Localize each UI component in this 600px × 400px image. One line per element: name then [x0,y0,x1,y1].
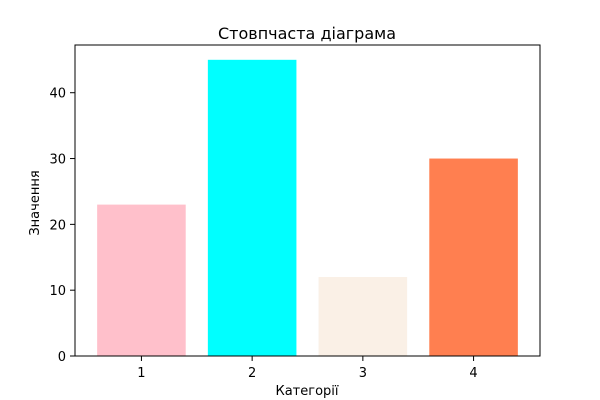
x-tick-label: 1 [137,366,145,381]
x-tick-label: 3 [359,366,367,381]
y-tick-label: 0 [58,350,66,365]
bar-3 [318,277,408,356]
x-axis-label: Категорії [275,384,338,399]
y-tick-label: 40 [49,87,66,102]
bar-2 [207,59,297,357]
x-tick-label: 2 [248,366,256,381]
bar-1 [97,204,186,356]
y-tick-label: 30 [49,153,66,168]
y-tick-label: 20 [49,218,66,233]
bar-4 [429,158,518,356]
plot-frame [74,44,541,357]
y-tick-label: 10 [49,284,66,299]
x-tick-label: 4 [469,366,477,381]
chart-title: Стовпчаста діаграма [218,24,396,43]
y-axis-label: Значення [28,170,43,235]
